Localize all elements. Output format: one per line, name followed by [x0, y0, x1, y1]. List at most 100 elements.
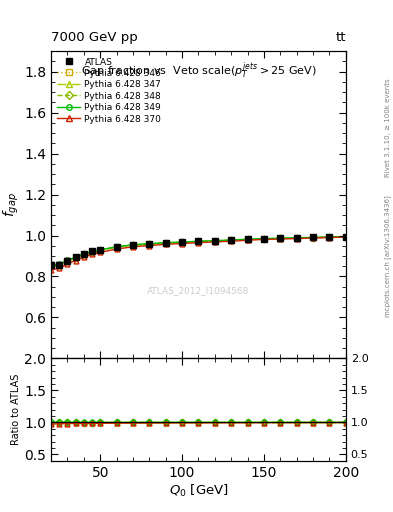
Pythia 6.428 347 — [196, 239, 201, 245]
Pythia 6.428 370 — [81, 254, 86, 260]
Pythia 6.428 346 — [90, 249, 94, 255]
Pythia 6.428 370 — [196, 240, 201, 246]
Pythia 6.428 348 — [65, 258, 70, 264]
Pythia 6.428 349 — [147, 241, 152, 247]
Pythia 6.428 346 — [245, 237, 250, 243]
Pythia 6.428 370 — [294, 236, 299, 242]
Pythia 6.428 347 — [163, 240, 168, 246]
Pythia 6.428 347 — [245, 237, 250, 243]
Legend: ATLAS, Pythia 6.428 346, Pythia 6.428 347, Pythia 6.428 348, Pythia 6.428 349, P: ATLAS, Pythia 6.428 346, Pythia 6.428 34… — [55, 56, 163, 125]
Pythia 6.428 349 — [213, 238, 217, 244]
Pythia 6.428 349 — [73, 254, 78, 260]
Pythia 6.428 348 — [147, 241, 152, 247]
Y-axis label: Ratio to ATLAS: Ratio to ATLAS — [11, 374, 22, 445]
Pythia 6.428 347 — [130, 242, 135, 248]
Pythia 6.428 349 — [163, 240, 168, 246]
Line: Pythia 6.428 346: Pythia 6.428 346 — [49, 234, 348, 268]
Pythia 6.428 347 — [229, 238, 233, 244]
Pythia 6.428 346 — [327, 234, 332, 240]
Pythia 6.428 348 — [213, 238, 217, 244]
Pythia 6.428 347 — [73, 255, 78, 261]
Pythia 6.428 346 — [147, 241, 152, 247]
Pythia 6.428 349 — [262, 236, 266, 242]
Pythia 6.428 348 — [73, 254, 78, 261]
Pythia 6.428 370 — [57, 265, 62, 271]
Pythia 6.428 348 — [114, 244, 119, 250]
Pythia 6.428 346 — [73, 254, 78, 261]
Y-axis label: $f_{gap}$: $f_{gap}$ — [2, 193, 21, 217]
Pythia 6.428 347 — [213, 238, 217, 244]
Pythia 6.428 347 — [262, 236, 266, 242]
Pythia 6.428 370 — [147, 243, 152, 249]
Pythia 6.428 349 — [196, 238, 201, 244]
Pythia 6.428 347 — [294, 235, 299, 241]
Pythia 6.428 370 — [229, 238, 233, 244]
Pythia 6.428 347 — [311, 234, 316, 241]
Line: Pythia 6.428 349: Pythia 6.428 349 — [49, 234, 348, 267]
Pythia 6.428 348 — [245, 237, 250, 243]
Pythia 6.428 370 — [343, 234, 348, 240]
Pythia 6.428 346 — [294, 235, 299, 241]
Pythia 6.428 347 — [98, 247, 103, 253]
Text: 7000 GeV pp: 7000 GeV pp — [51, 31, 138, 44]
Pythia 6.428 349 — [57, 261, 62, 267]
X-axis label: $Q_0$ [GeV]: $Q_0$ [GeV] — [169, 482, 228, 499]
Text: Rivet 3.1.10, ≥ 100k events: Rivet 3.1.10, ≥ 100k events — [385, 79, 391, 177]
Pythia 6.428 370 — [98, 249, 103, 255]
Pythia 6.428 370 — [73, 258, 78, 264]
Pythia 6.428 346 — [278, 236, 283, 242]
Pythia 6.428 370 — [49, 267, 53, 273]
Pythia 6.428 346 — [163, 240, 168, 246]
Pythia 6.428 349 — [98, 247, 103, 253]
Pythia 6.428 346 — [196, 239, 201, 245]
Pythia 6.428 349 — [294, 234, 299, 241]
Pythia 6.428 348 — [229, 237, 233, 243]
Pythia 6.428 370 — [114, 246, 119, 252]
Pythia 6.428 348 — [327, 234, 332, 240]
Text: tt: tt — [335, 31, 346, 44]
Pythia 6.428 348 — [262, 236, 266, 242]
Pythia 6.428 347 — [180, 240, 184, 246]
Pythia 6.428 347 — [81, 251, 86, 258]
Pythia 6.428 349 — [343, 233, 348, 240]
Pythia 6.428 346 — [311, 234, 316, 241]
Text: Gap fraction vs  Veto scale($p_T^{jets}$$>$25 GeV): Gap fraction vs Veto scale($p_T^{jets}$$… — [81, 60, 316, 81]
Text: mcplots.cern.ch [arXiv:1306.3436]: mcplots.cern.ch [arXiv:1306.3436] — [384, 195, 391, 317]
Pythia 6.428 346 — [229, 237, 233, 243]
Pythia 6.428 347 — [114, 244, 119, 250]
Line: Pythia 6.428 347: Pythia 6.428 347 — [49, 234, 348, 268]
Text: ATLAS_2012_I1094568: ATLAS_2012_I1094568 — [147, 286, 250, 295]
Pythia 6.428 349 — [245, 236, 250, 242]
Pythia 6.428 346 — [114, 244, 119, 250]
Pythia 6.428 348 — [90, 249, 94, 255]
Pythia 6.428 347 — [343, 234, 348, 240]
Pythia 6.428 349 — [90, 248, 94, 254]
Pythia 6.428 346 — [57, 262, 62, 268]
Pythia 6.428 347 — [327, 234, 332, 241]
Pythia 6.428 347 — [49, 263, 53, 269]
Pythia 6.428 347 — [278, 236, 283, 242]
Pythia 6.428 370 — [278, 236, 283, 242]
Pythia 6.428 346 — [81, 251, 86, 258]
Pythia 6.428 348 — [81, 251, 86, 258]
Pythia 6.428 346 — [343, 233, 348, 240]
Line: Pythia 6.428 370: Pythia 6.428 370 — [49, 234, 348, 272]
Pythia 6.428 349 — [327, 234, 332, 240]
Pythia 6.428 349 — [278, 235, 283, 241]
Pythia 6.428 349 — [65, 257, 70, 263]
Pythia 6.428 370 — [213, 239, 217, 245]
Pythia 6.428 349 — [81, 251, 86, 257]
Pythia 6.428 346 — [49, 262, 53, 268]
Pythia 6.428 348 — [130, 242, 135, 248]
Pythia 6.428 348 — [343, 233, 348, 240]
Pythia 6.428 348 — [196, 239, 201, 245]
Pythia 6.428 370 — [163, 241, 168, 247]
Pythia 6.428 370 — [65, 261, 70, 267]
Pythia 6.428 348 — [98, 247, 103, 253]
Line: Pythia 6.428 348: Pythia 6.428 348 — [49, 234, 348, 268]
Pythia 6.428 370 — [180, 241, 184, 247]
Pythia 6.428 349 — [114, 244, 119, 250]
Pythia 6.428 349 — [229, 237, 233, 243]
Pythia 6.428 346 — [65, 258, 70, 264]
Pythia 6.428 348 — [180, 239, 184, 245]
